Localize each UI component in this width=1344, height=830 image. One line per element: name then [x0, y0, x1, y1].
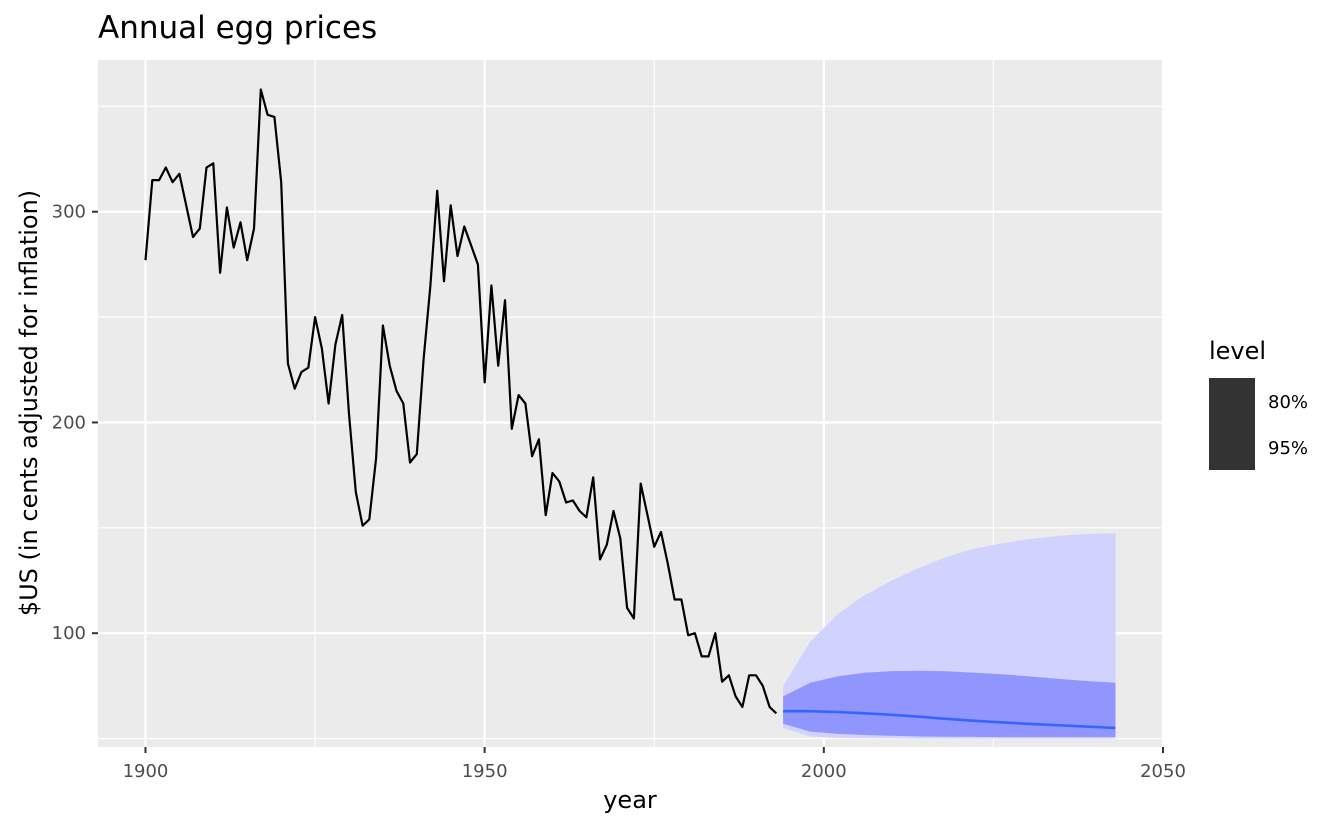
- chart-title: Annual egg prices: [98, 10, 377, 46]
- legend-key: [1209, 378, 1255, 470]
- y-axis-title: $US (in cents adjusted for inflation): [15, 190, 43, 616]
- x-tick-label: 2050: [1140, 761, 1186, 782]
- legend-title: level: [1209, 337, 1266, 365]
- x-tick-label: 2000: [801, 761, 847, 782]
- y-tick-label: 300: [52, 202, 86, 223]
- legend-label-95: 95%: [1268, 438, 1308, 459]
- legend: level 80% 95%: [1209, 337, 1308, 470]
- y-axis: 100 200 300: [52, 202, 98, 644]
- forecast-mean-line: [783, 709, 1116, 730]
- x-axis: 1900 1950 2000 2050: [123, 747, 1186, 782]
- x-tick-label: 1950: [462, 761, 508, 782]
- grid-minor: [98, 60, 1163, 747]
- forecast-bands: [783, 533, 1116, 739]
- y-tick-label: 100: [52, 623, 86, 644]
- x-tick-label: 1900: [123, 761, 169, 782]
- history-line: [144, 88, 778, 715]
- legend-label-80: 80%: [1268, 392, 1308, 413]
- forecast-band-80: [783, 670, 1116, 738]
- x-axis-title: year: [603, 786, 657, 814]
- y-tick-label: 200: [52, 412, 86, 433]
